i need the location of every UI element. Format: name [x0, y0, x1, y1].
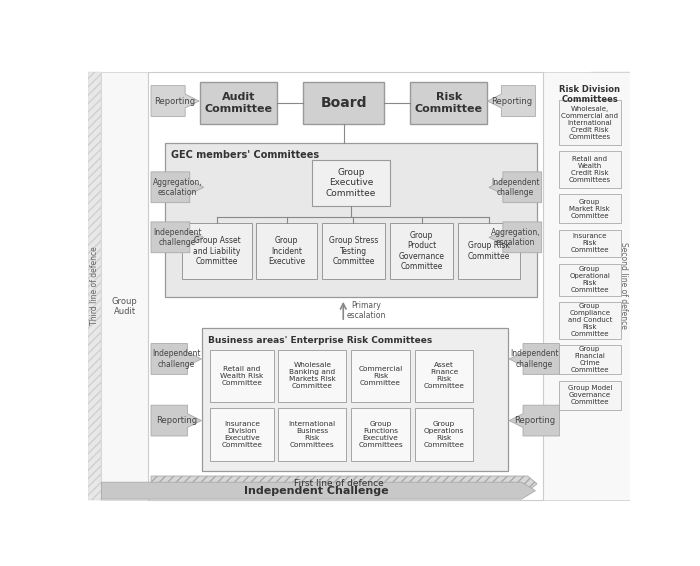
FancyBboxPatch shape: [200, 82, 277, 124]
FancyBboxPatch shape: [278, 350, 346, 402]
Text: Independent
challenge: Independent challenge: [152, 349, 200, 368]
Polygon shape: [489, 222, 542, 253]
FancyBboxPatch shape: [414, 350, 473, 402]
Text: Group
Incident
Executive: Group Incident Executive: [268, 236, 305, 266]
Polygon shape: [102, 482, 536, 499]
FancyBboxPatch shape: [559, 380, 621, 410]
Text: Independent Challenge: Independent Challenge: [244, 486, 389, 496]
Polygon shape: [151, 172, 204, 203]
Text: Insurance
Risk
Committee: Insurance Risk Committee: [570, 234, 609, 254]
Text: Reporting: Reporting: [491, 97, 532, 105]
FancyBboxPatch shape: [202, 328, 508, 471]
Text: Risk
Committee: Risk Committee: [414, 92, 483, 114]
Polygon shape: [509, 344, 559, 374]
Text: Group
Product
Governance
Committee: Group Product Governance Committee: [398, 231, 444, 271]
Polygon shape: [151, 344, 202, 374]
FancyBboxPatch shape: [210, 350, 274, 402]
FancyBboxPatch shape: [210, 408, 274, 461]
Text: Primary
escalation: Primary escalation: [346, 301, 386, 320]
Text: Retail and
Wealth Risk
Committee: Retail and Wealth Risk Committee: [220, 366, 263, 386]
Text: Group Stress
Testing
Committee: Group Stress Testing Committee: [328, 236, 378, 266]
FancyBboxPatch shape: [559, 230, 621, 258]
FancyBboxPatch shape: [182, 224, 252, 279]
Text: Asset
Finance
Risk
Committee: Asset Finance Risk Committee: [424, 362, 464, 389]
Text: Reporting: Reporting: [155, 97, 195, 105]
FancyBboxPatch shape: [410, 82, 487, 124]
Text: Group
Operational
Risk
Committee: Group Operational Risk Committee: [569, 266, 610, 293]
Text: International
Business
Risk
Committees: International Business Risk Committees: [288, 421, 336, 448]
Polygon shape: [487, 85, 536, 117]
Text: Third line of defence: Third line of defence: [90, 246, 99, 325]
Text: Insurance
Division
Executive
Committee: Insurance Division Executive Committee: [221, 421, 262, 448]
Polygon shape: [151, 222, 204, 253]
Text: Group
Financial
Crime
Committee: Group Financial Crime Committee: [570, 346, 609, 373]
FancyBboxPatch shape: [351, 408, 410, 461]
Text: Group
Executive
Committee: Group Executive Committee: [326, 168, 376, 198]
Polygon shape: [509, 405, 559, 436]
Text: Group
Market Risk
Committee: Group Market Risk Committee: [569, 199, 610, 219]
FancyBboxPatch shape: [559, 345, 621, 374]
Text: First line of defence: First line of defence: [295, 479, 384, 488]
FancyBboxPatch shape: [88, 72, 102, 500]
FancyBboxPatch shape: [543, 72, 630, 500]
Text: Board: Board: [321, 96, 367, 110]
Text: Retail and
Wealth
Credit Risk
Committees: Retail and Wealth Credit Risk Committees: [568, 156, 611, 183]
FancyBboxPatch shape: [321, 224, 385, 279]
Text: Group
Audit: Group Audit: [112, 297, 138, 316]
FancyBboxPatch shape: [458, 224, 520, 279]
FancyBboxPatch shape: [559, 151, 621, 188]
FancyBboxPatch shape: [559, 264, 621, 296]
FancyBboxPatch shape: [351, 350, 410, 402]
Text: Aggregation,
escalation: Aggregation, escalation: [153, 178, 202, 197]
Text: Reporting: Reporting: [514, 416, 555, 425]
FancyBboxPatch shape: [312, 160, 390, 206]
Polygon shape: [489, 172, 542, 203]
Polygon shape: [151, 85, 199, 117]
Text: Independent
challenge: Independent challenge: [491, 178, 540, 197]
Text: Group
Compliance
and Conduct
Risk
Committee: Group Compliance and Conduct Risk Commit…: [568, 303, 612, 337]
FancyBboxPatch shape: [390, 224, 454, 279]
FancyBboxPatch shape: [559, 194, 621, 224]
Text: Independent
challenge: Independent challenge: [153, 228, 202, 247]
Text: Group Model
Governance
Committee: Group Model Governance Committee: [568, 385, 612, 405]
Text: Group Risk
Committee: Group Risk Committee: [468, 242, 510, 261]
FancyBboxPatch shape: [592, 72, 630, 500]
FancyBboxPatch shape: [303, 82, 384, 124]
Text: Group Asset
and Liability
Committee: Group Asset and Liability Committee: [193, 236, 241, 266]
FancyBboxPatch shape: [278, 408, 346, 461]
FancyBboxPatch shape: [559, 302, 621, 339]
Text: Business areas' Enterprise Risk Committees: Business areas' Enterprise Risk Committe…: [209, 336, 433, 345]
Text: Second line of defence: Second line of defence: [619, 242, 627, 329]
Text: Group
Operations
Risk
Committee: Group Operations Risk Committee: [424, 421, 464, 448]
Text: Reporting: Reporting: [155, 416, 197, 425]
Text: Wholesale
Banking and
Markets Risk
Committee: Wholesale Banking and Markets Risk Commi…: [289, 362, 335, 389]
Text: Wholesale,
Commercial and
International
Credit Risk
Committees: Wholesale, Commercial and International …: [561, 106, 618, 140]
Text: Group
Functions
Executive
Committees: Group Functions Executive Committees: [358, 421, 402, 448]
FancyBboxPatch shape: [165, 143, 537, 297]
Text: Risk Division
Committees: Risk Division Committees: [559, 85, 620, 104]
FancyBboxPatch shape: [148, 72, 543, 500]
Text: Aggregation,
escalation: Aggregation, escalation: [491, 228, 540, 247]
Text: GEC members' Committees: GEC members' Committees: [172, 151, 319, 160]
FancyBboxPatch shape: [414, 408, 473, 461]
Polygon shape: [151, 476, 537, 491]
Text: Independent
challenge: Independent challenge: [510, 349, 559, 368]
FancyBboxPatch shape: [559, 100, 621, 145]
FancyBboxPatch shape: [256, 224, 317, 279]
Polygon shape: [151, 405, 202, 436]
FancyBboxPatch shape: [102, 72, 148, 500]
Text: Audit
Committee: Audit Committee: [204, 92, 272, 114]
Text: Commercial
Risk
Committee: Commercial Risk Committee: [358, 366, 402, 386]
